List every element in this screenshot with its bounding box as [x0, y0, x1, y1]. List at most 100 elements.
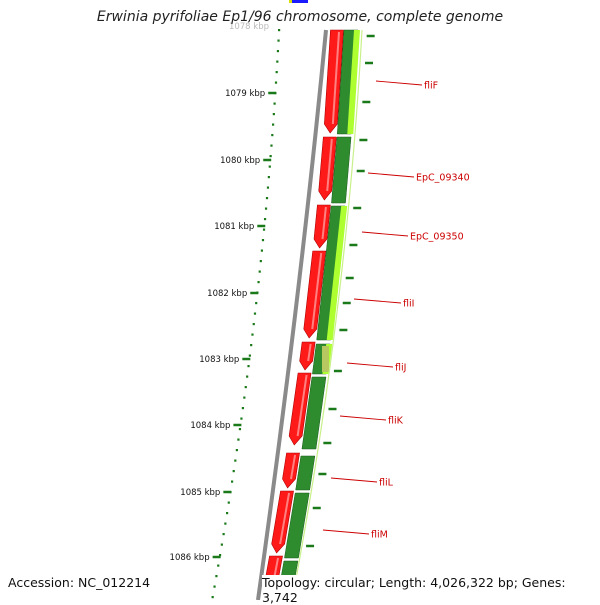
- ruler-dot: [252, 323, 255, 326]
- ruler-dot: [267, 176, 270, 179]
- gene-label-epc_09350: EpC_09350: [410, 232, 464, 243]
- forward-cds-shade: [290, 454, 297, 480]
- reverse-cds-light: [347, 30, 360, 134]
- ruler-label: 1084 kbp: [190, 421, 230, 431]
- reverse-outline: [291, 29, 363, 600]
- ruler-dot: [271, 134, 274, 137]
- ruler-dot: [260, 249, 264, 252]
- ruler-dot: [224, 522, 227, 525]
- ruler-dot: [250, 344, 253, 347]
- reverse-cds: [331, 136, 352, 204]
- forward-cds: [318, 136, 337, 201]
- forward-strand-track: [262, 29, 344, 600]
- ruler-dot: [277, 39, 280, 42]
- forward-cds-shade: [311, 252, 323, 330]
- ruler-dot: [213, 585, 216, 588]
- ruler-dot: [230, 480, 234, 483]
- ruler-dot: [215, 575, 218, 578]
- ruler-dot: [247, 365, 250, 368]
- ruler-dot: [274, 81, 278, 84]
- ruler-dot: [251, 333, 254, 336]
- gene-label-leader: [339, 415, 387, 421]
- ruler-dot: [276, 50, 280, 53]
- ruler-label: 1085 kbp: [180, 488, 220, 498]
- ruler-dot: [263, 218, 267, 221]
- gene-label-leader: [346, 362, 394, 368]
- ruler-dot: [248, 354, 251, 357]
- gene-label-flim: fliM: [371, 530, 388, 541]
- ruler-dot: [235, 449, 238, 452]
- ruler-dot: [217, 564, 220, 567]
- forward-cds: [299, 341, 316, 371]
- ruler-dot: [271, 123, 275, 126]
- feature-olive: [322, 346, 329, 372]
- ruler-dot: [227, 501, 230, 504]
- ruler-label: 1079 kbp: [225, 89, 265, 99]
- ruler-dot: [276, 60, 279, 63]
- ruler-dot: [211, 596, 214, 599]
- ruler-dot: [255, 302, 258, 305]
- ruler-dot: [259, 260, 262, 263]
- ruler-dot: [225, 512, 229, 515]
- ruler-dot: [220, 543, 223, 546]
- ruler-dot: [275, 71, 278, 74]
- ruler-dot: [241, 407, 244, 410]
- gene-label-flif: fliF: [424, 81, 438, 92]
- ruler-label-partial: 1078 kbp: [229, 22, 269, 32]
- ruler-dot: [222, 533, 225, 536]
- ruler-dot: [240, 417, 243, 420]
- ruler-label: 1083 kbp: [199, 355, 239, 365]
- forward-cds-shade: [279, 492, 291, 545]
- topology-label: Topology: circular; Length: 4,026,322 bp…: [262, 575, 600, 605]
- reverse-cds: [295, 455, 316, 491]
- gene-label-flii: fliI: [403, 299, 414, 310]
- gene-label-epc_09340: EpC_09340: [416, 173, 470, 184]
- feature-yellow: [289, 0, 292, 3]
- forward-cds: [288, 372, 312, 446]
- reverse-cds: [301, 376, 327, 450]
- feature-blue: [292, 0, 308, 3]
- gene-label-leader: [361, 231, 409, 237]
- ruler-dot: [269, 155, 272, 158]
- ruler-ticks: 1079 kbp 1080 kbp 1081 kbp 1082 kbp 1083 kbp…: [170, 22, 277, 563]
- forward-cds: [271, 490, 294, 554]
- backbone-line: [256, 29, 328, 600]
- ruler-label: 1082 kbp: [207, 289, 247, 299]
- ruler-dot: [270, 144, 273, 147]
- gene-label-leader: [375, 80, 423, 86]
- ruler-dot: [257, 281, 260, 284]
- forward-cds-shade: [326, 138, 333, 192]
- ruler-label: 1086 kbp: [170, 553, 210, 563]
- gene-label-leader: [330, 477, 378, 483]
- gene-label-leader: [367, 172, 415, 178]
- ruler-dot: [266, 186, 270, 189]
- ruler-dot: [238, 428, 242, 431]
- ruler-dot: [272, 113, 275, 116]
- forward-cds-shade: [321, 206, 327, 240]
- gene-label-flik: fliK: [388, 416, 404, 427]
- gene-label-flil: fliL: [379, 478, 394, 489]
- gene-labels: fliF EpC_09340 EpC_09350 fliI fliJ fliK fliL fl…: [322, 80, 470, 541]
- ruler-dot: [265, 197, 269, 200]
- reverse-strand-track: [276, 29, 360, 600]
- reverse-cds: [284, 492, 310, 559]
- ruler-dot: [253, 312, 257, 315]
- ruler-dot: [246, 375, 249, 378]
- ruler-dot: [237, 438, 240, 441]
- forward-cds: [303, 250, 327, 339]
- map-title: Erwinia pyrifoliae Ep1/96 chromosome, co…: [96, 9, 504, 25]
- ruler-dot: [234, 459, 237, 462]
- outer-ticks: [291, 29, 375, 600]
- ruler-dots: [211, 29, 281, 599]
- ruler-dot: [273, 102, 276, 105]
- ruler-dot: [244, 386, 247, 389]
- forward-cds: [313, 204, 331, 249]
- ruler-dot: [232, 470, 235, 473]
- ruler-dot: [243, 396, 246, 399]
- reverse-cds-light: [326, 206, 348, 340]
- forward-cds: [282, 452, 300, 489]
- forward-cds-shade: [307, 343, 312, 362]
- ruler-dot: [218, 554, 222, 557]
- ruler-dot: [261, 239, 265, 242]
- ruler-dot: [258, 270, 261, 273]
